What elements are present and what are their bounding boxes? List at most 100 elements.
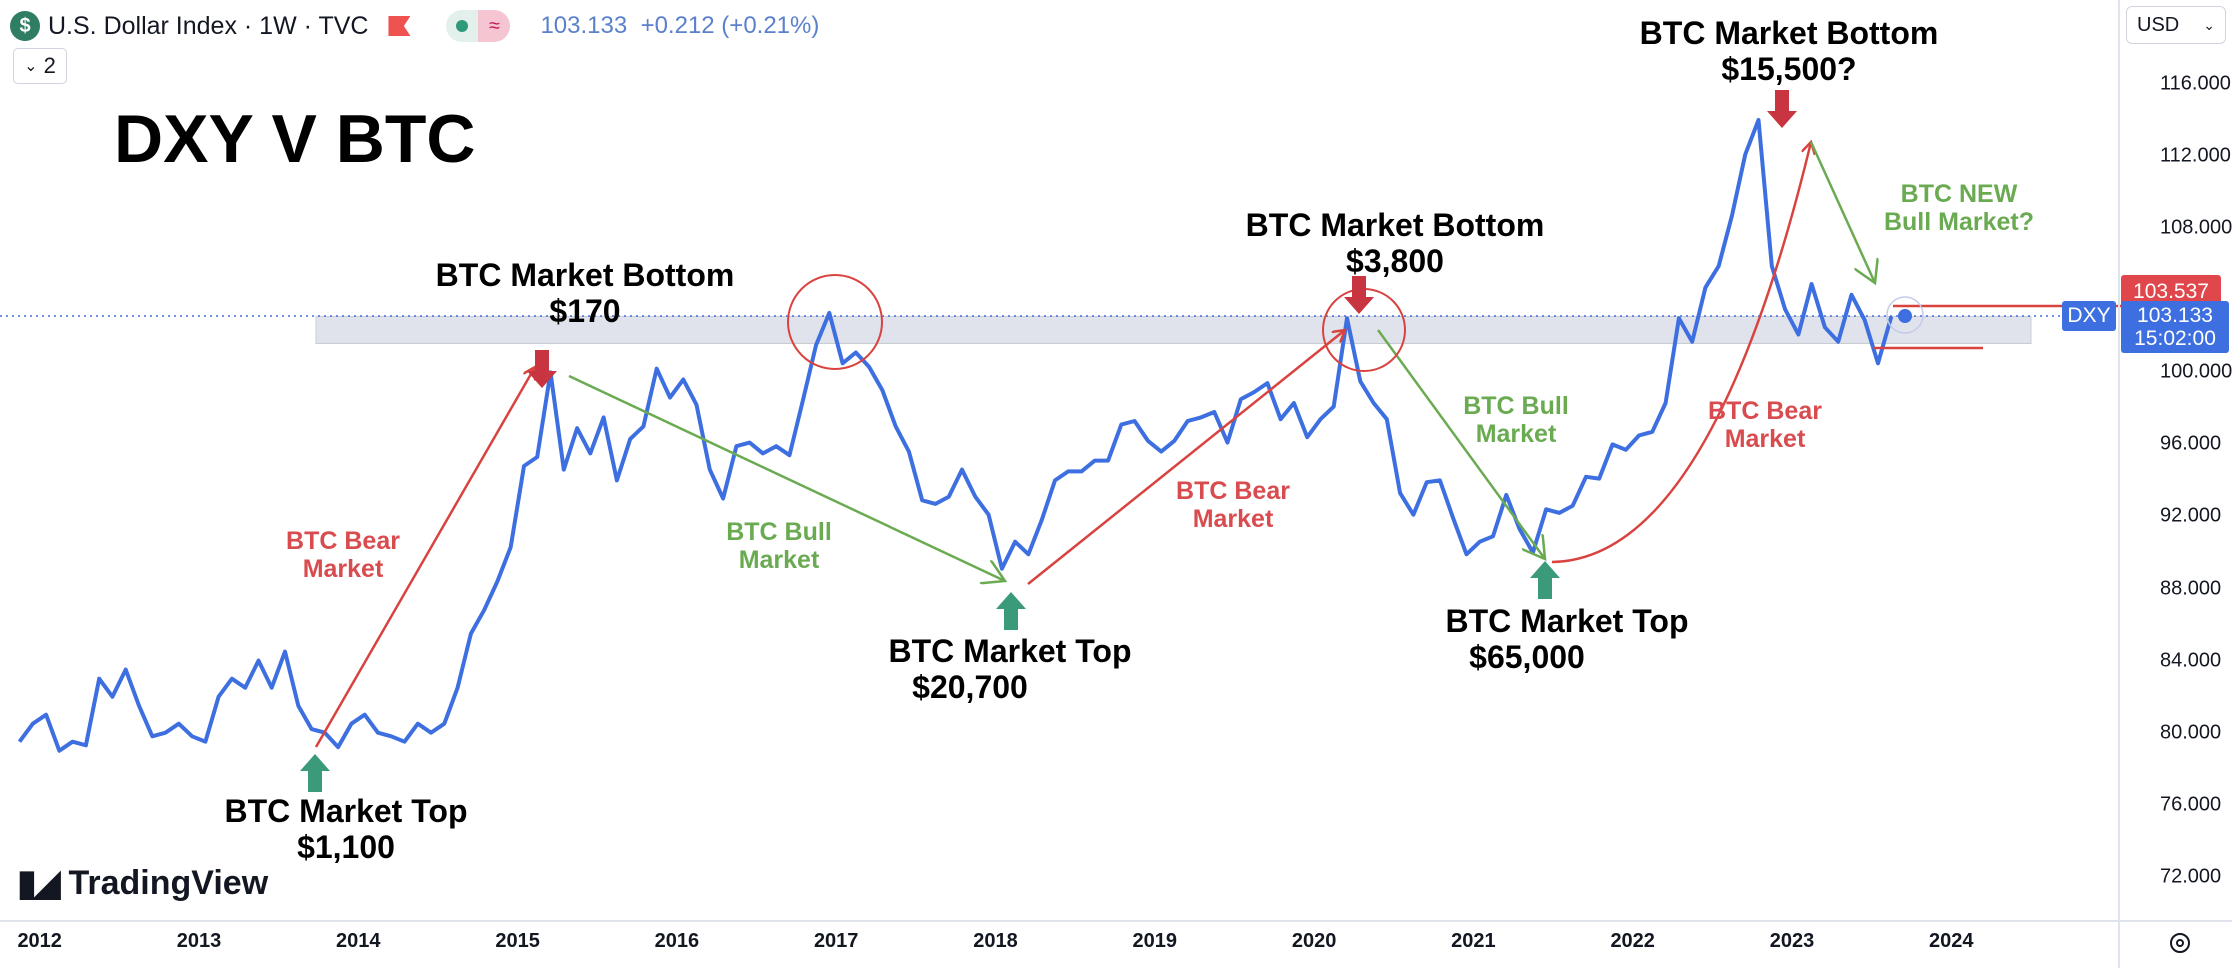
time-axis-label: 2016 xyxy=(654,930,700,952)
chart-annotation-title: DXY V BTC xyxy=(114,101,476,177)
annotation-bear-1: BTC Bear Market xyxy=(286,527,400,583)
time-axis-label: 2024 xyxy=(1929,930,1974,952)
annotation-top-1100: BTC Market Top $1,100 xyxy=(224,793,468,866)
annotation-bottom-170: BTC Market Bottom $170 xyxy=(435,257,735,330)
price-axis-label: 100.000 xyxy=(2160,360,2232,383)
annotation-line: $3,800 xyxy=(1346,242,1444,279)
annotation-line: BTC Bear xyxy=(1176,477,1290,505)
annotation-line: BTC Market Bottom xyxy=(1639,15,1939,51)
symbol-header: $ U.S. Dollar Index · 1W · TVC ≈ 103.133… xyxy=(10,10,819,42)
price-axis-label: 84.000 xyxy=(2160,649,2222,672)
time-axis-label: 2013 xyxy=(176,930,222,952)
price-axis-label: 92.000 xyxy=(2160,504,2222,527)
annotation-line: BTC Market Bottom xyxy=(1245,207,1545,243)
time-axis-label: 2019 xyxy=(1132,930,1178,952)
annotation-bull-new: BTC NEW Bull Market? xyxy=(1884,180,2034,236)
annotation-line: Market xyxy=(1724,425,1806,453)
annotation-line: $20,700 xyxy=(912,668,1028,705)
dxy-series-line xyxy=(17,118,1894,753)
resistance-band xyxy=(315,315,2032,344)
tradingview-logo-icon: ▮◢ xyxy=(17,862,60,903)
time-axis-label: 2014 xyxy=(336,930,381,952)
annotation-bear-2: BTC Bear Market xyxy=(1176,477,1290,533)
market-status-pill[interactable]: ≈ xyxy=(446,10,511,42)
dollar-coin-icon: $ xyxy=(10,11,40,41)
price-axis-label: 88.000 xyxy=(2160,577,2222,600)
time-axis-label: 2020 xyxy=(1291,930,1337,952)
annotation-line: Bull Market? xyxy=(1883,208,2035,236)
bull-arrow-2 xyxy=(1376,329,1545,559)
green-up-arrow-icon xyxy=(1530,561,1560,599)
time-axis-label: 2022 xyxy=(1610,930,1655,952)
annotation-line: BTC Bull xyxy=(726,518,832,546)
time-axis-label: 2018 xyxy=(973,930,1018,952)
annotation-top-65000: BTC Market Top $65,000 xyxy=(1445,603,1689,676)
annotation-line: $1,100 xyxy=(297,828,395,865)
annotation-line: BTC Bear xyxy=(1708,397,1822,425)
indicator-count: 2 xyxy=(43,53,56,78)
annotation-line: Market xyxy=(302,555,384,583)
annotation-line: Market xyxy=(1475,420,1557,448)
annotation-bull-2: BTC Bull Market xyxy=(1463,392,1569,448)
last-price-tag: 103.133 15:02:00 xyxy=(2121,301,2229,353)
last-point-highlight xyxy=(1886,296,1924,334)
price-change: +0.212 (+0.21%) xyxy=(640,12,820,39)
chevron-down-icon: ⌄ xyxy=(2203,16,2215,33)
bear-arrow-1 xyxy=(314,367,535,748)
currency-value: USD xyxy=(2137,13,2180,36)
market-open-dot-icon xyxy=(446,10,479,42)
time-axis-label: 2021 xyxy=(1451,930,1496,952)
bull-arrow-1 xyxy=(568,374,1005,581)
time-axis-label: 2017 xyxy=(813,930,859,952)
annotation-line: BTC Market Top xyxy=(224,793,468,829)
currency-select[interactable]: USD ⌄ xyxy=(2126,6,2226,44)
annotation-bear-3: BTC Bear Market xyxy=(1708,397,1822,453)
price-axis-label: 112.000 xyxy=(2160,144,2231,167)
last-point-dot[interactable] xyxy=(1898,309,1912,323)
green-up-arrow-icon xyxy=(300,754,330,792)
annotation-line: BTC NEW xyxy=(1900,180,2018,208)
annotation-line: $15,500? xyxy=(1721,50,1857,87)
annotation-line: Market xyxy=(738,546,820,574)
annotation-top-20700: BTC Market Top $20,700 xyxy=(888,633,1132,706)
annotation-line: BTC Bull xyxy=(1463,392,1569,420)
annotation-line: Market xyxy=(1192,505,1274,533)
time-axis-label: 2015 xyxy=(495,930,540,952)
delayed-data-icon: ≈ xyxy=(478,10,511,42)
annotation-line: BTC Bear xyxy=(286,527,400,555)
annotation-line: $170 xyxy=(549,292,621,329)
price-axis-label: 116.000 xyxy=(2160,72,2231,95)
logo-text: TradingView xyxy=(68,863,269,902)
last-price-value: 103.133 xyxy=(2137,303,2213,327)
annotation-line: $65,000 xyxy=(1469,638,1585,675)
price-quote: 103.133 +0.212 (+0.21%) xyxy=(540,12,819,40)
symbol-tag[interactable]: DXY xyxy=(2062,301,2116,331)
annotation-line: BTC Market Top xyxy=(888,633,1132,669)
bear-arrow-2 xyxy=(1027,330,1345,585)
price-axis-label: 76.000 xyxy=(2160,793,2222,816)
flag-icon[interactable] xyxy=(388,16,411,36)
collapse-indicators-button[interactable]: ⌄ 2 xyxy=(13,48,67,84)
tradingview-logo[interactable]: ▮◢ TradingView xyxy=(17,862,268,904)
green-up-arrow-icon xyxy=(996,592,1026,630)
settings-gear-icon[interactable] xyxy=(2170,933,2190,953)
time-axis-label: 2023 xyxy=(1769,930,1815,952)
annotation-bottom-15500: BTC Market Bottom $15,500? xyxy=(1639,15,1939,88)
circle-2017-top xyxy=(787,274,883,370)
annotation-bottom-3800: BTC Market Bottom $3,800 xyxy=(1245,207,1545,280)
bull-new-arrow xyxy=(1809,141,1875,283)
last-price: 103.133 xyxy=(540,12,628,39)
chevron-down-icon: ⌄ xyxy=(24,58,38,75)
annotation-line: BTC Market Bottom xyxy=(435,257,735,293)
bear-curve-3 xyxy=(1551,142,1811,564)
annotation-bull-1: BTC Bull Market xyxy=(726,518,832,574)
annotation-line: BTC Market Top xyxy=(1445,603,1689,639)
red-down-arrow-icon xyxy=(1344,276,1374,314)
price-axis-label: 96.000 xyxy=(2160,432,2222,455)
red-down-arrow-icon xyxy=(527,350,557,388)
red-down-arrow-icon xyxy=(1767,90,1797,128)
price-axis-label: 80.000 xyxy=(2160,721,2222,744)
price-axis-label: 108.000 xyxy=(2160,216,2232,239)
symbol-title[interactable]: U.S. Dollar Index · 1W · TVC xyxy=(48,11,369,40)
time-axis-label: 2012 xyxy=(17,930,62,952)
